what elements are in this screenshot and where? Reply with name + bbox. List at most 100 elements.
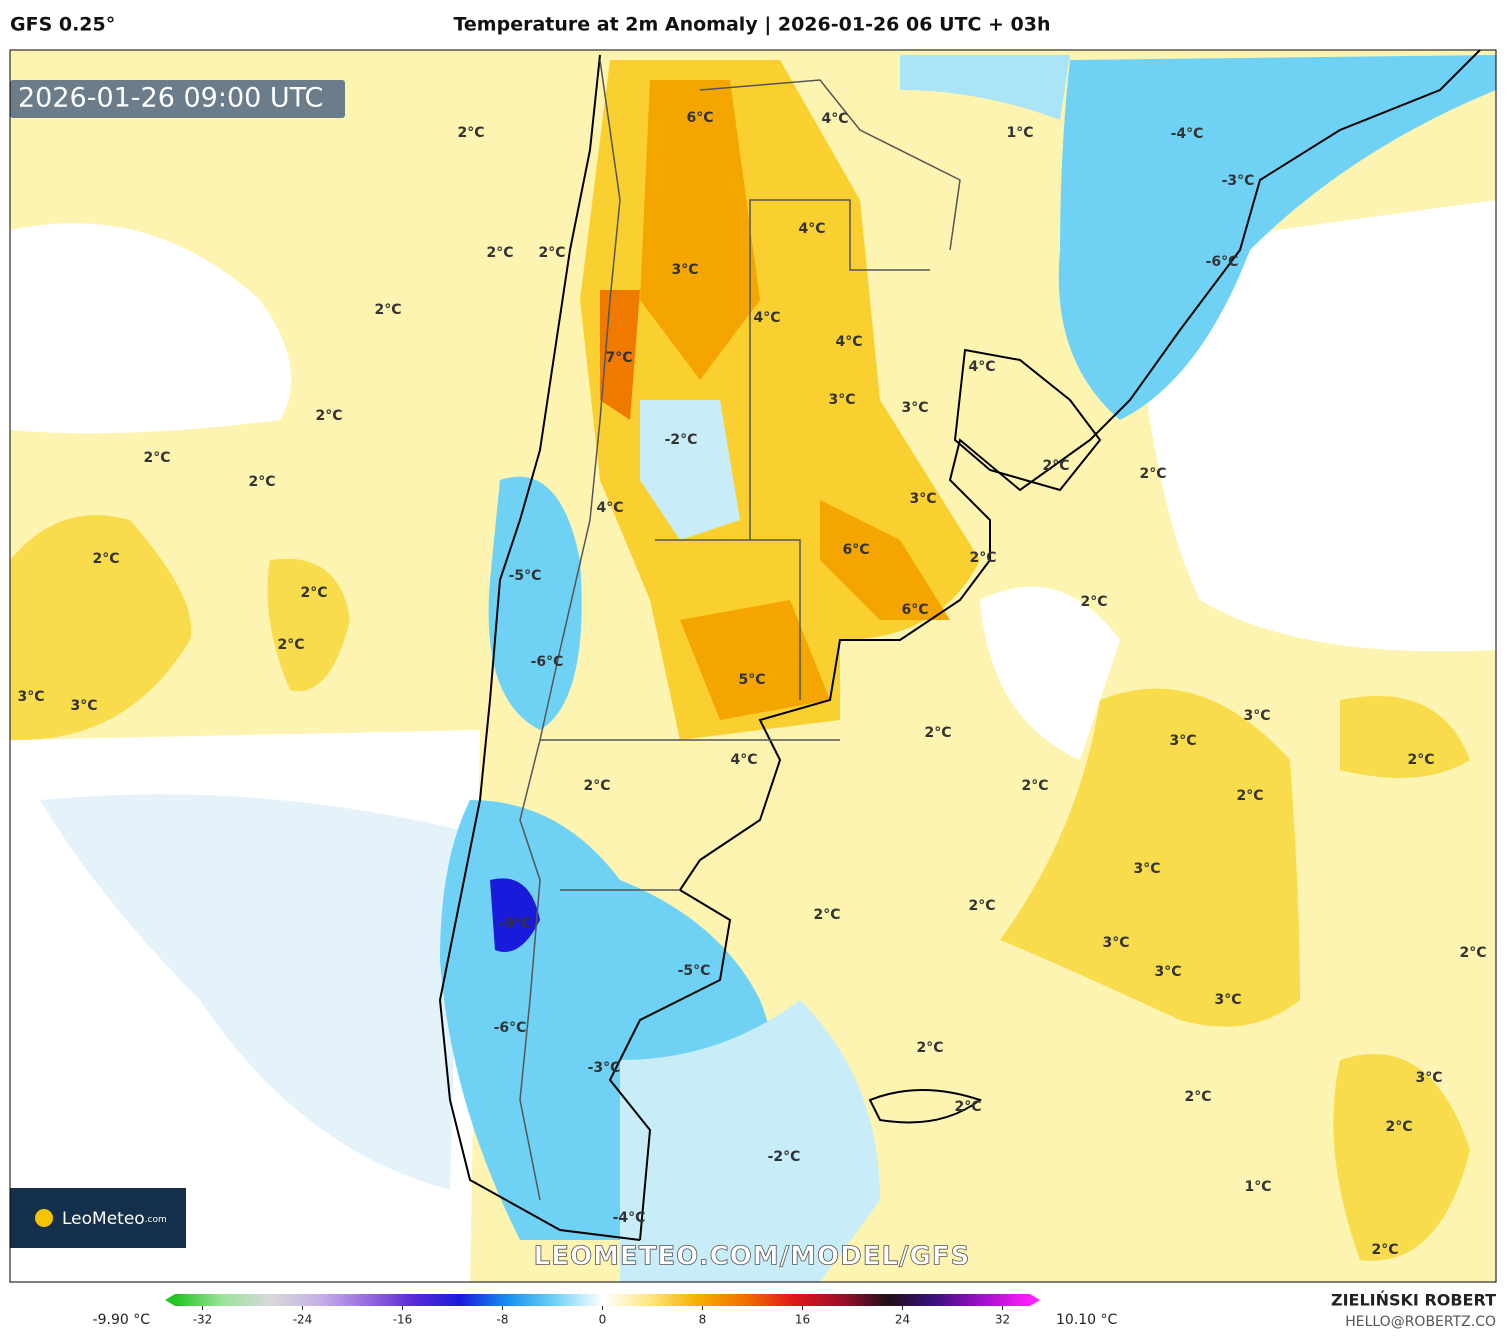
contour-label: -5°C (678, 963, 711, 979)
contour-label: -9°C (499, 916, 532, 932)
cold-area (488, 476, 582, 730)
contour-label: 3°C (1154, 964, 1181, 980)
colorbar-max: 10.10 °C (1056, 1312, 1118, 1328)
watermark: LEOMETEO.COM/MODEL/GFS (534, 1242, 971, 1272)
contour-label: 3°C (909, 491, 936, 507)
contour-label: 2°C (1184, 1089, 1211, 1105)
contour-labels: 6°C 4°C 1°C -4°C -3°C 2°C 2°C 2°C 3°C 4°C -6°C 2°C 4… (17, 110, 1486, 1258)
colorbar-tick-label: -8 (497, 1313, 509, 1327)
contour-label: 2°C (813, 907, 840, 923)
contour-label: -6°C (531, 654, 564, 670)
contour-label: 3°C (70, 698, 97, 714)
contour-label: 2°C (277, 637, 304, 653)
warm-area (267, 558, 350, 692)
neutral-area (10, 223, 292, 434)
colorbar-tick-label: 32 (995, 1313, 1010, 1327)
coastline (438, 50, 1481, 1241)
very-cold-area (490, 878, 540, 952)
contour-label: 2°C (954, 1099, 981, 1115)
contour-label: 2°C (538, 245, 565, 261)
contour-label: 2°C (1407, 752, 1434, 768)
borders (519, 59, 961, 1201)
neutral-area (980, 586, 1120, 760)
contour-label: -4°C (1171, 126, 1204, 142)
colorbar-tick-label: -32 (193, 1313, 213, 1327)
logo-name: LeoMeteo.com (62, 1209, 167, 1229)
contour-label: 7°C (605, 350, 632, 366)
contour-label: 2°C (374, 302, 401, 318)
contour-label: 3°C (1415, 1070, 1442, 1086)
cool-area (40, 794, 460, 1190)
colorbar-scale (175, 1294, 1030, 1306)
contour-label: 3°C (1133, 861, 1160, 877)
cold-area (620, 1000, 880, 1282)
contour-label: 2°C (1459, 945, 1486, 961)
colorbar-tick-label: 16 (795, 1313, 810, 1327)
contour-label: 6°C (842, 542, 869, 558)
contour-label: 4°C (730, 752, 757, 768)
contour-label: 2°C (92, 551, 119, 567)
timestamp-box (10, 80, 345, 118)
model-name: GFS 0.25° (10, 14, 115, 36)
warm-area (1333, 1054, 1470, 1261)
contour-label: 2°C (457, 125, 484, 141)
map-frame (9, 49, 1497, 1283)
contour-label: 2°C (1385, 1119, 1412, 1135)
contour-label: 1°C (1244, 1179, 1271, 1195)
contour-label: 2°C (916, 1040, 943, 1056)
contour-label: -2°C (768, 1149, 801, 1165)
contour-label: 2°C (1371, 1242, 1398, 1258)
hot-area (820, 500, 950, 620)
colorbar-tick-label: 24 (895, 1313, 910, 1327)
contact: HELLO@ROBERTZ.CO (1345, 1314, 1496, 1330)
warm-area (1000, 688, 1300, 1027)
contour-label: 6°C (901, 602, 928, 618)
contour-label: 2°C (300, 585, 327, 601)
contour-label: 4°C (968, 359, 995, 375)
contour-label: -5°C (509, 568, 542, 584)
colorbar-tick-label: -24 (293, 1313, 313, 1327)
contour-label: 2°C (1236, 788, 1263, 804)
neutral-area (1130, 200, 1496, 652)
contour-label: 2°C (1042, 458, 1069, 474)
contour-label: 3°C (1102, 935, 1129, 951)
colorbar-arrow-low (165, 1294, 175, 1306)
contour-label: 2°C (486, 245, 513, 261)
hot-area (680, 600, 830, 720)
contour-label: -2°C (665, 432, 698, 448)
contour-label: -4°C (613, 1210, 646, 1226)
contour-label: 4°C (821, 111, 848, 127)
contour-label: 4°C (798, 221, 825, 237)
author: ZIELIŃSKI ROBERT (1331, 1291, 1496, 1310)
contour-label: 2°C (1080, 594, 1107, 610)
contour-label: 2°C (924, 725, 951, 741)
contour-label: 3°C (1169, 733, 1196, 749)
contour-label: 4°C (753, 310, 780, 326)
logo-name-text: LeoMeteo (62, 1209, 145, 1229)
uruguay-border (953, 348, 1102, 492)
contour-label: 1°C (1006, 125, 1033, 141)
colorbar-tick-label: -16 (393, 1313, 413, 1327)
contour-label: 3°C (1214, 992, 1241, 1008)
logo-suffix: .com (145, 1215, 167, 1225)
warm-area (1340, 696, 1470, 778)
cold-area (900, 55, 1070, 120)
contour-label: -3°C (588, 1060, 621, 1076)
contour-label: 2°C (1021, 778, 1048, 794)
logo-sun (35, 1209, 53, 1227)
colorbar-min: -9.90 °C (93, 1312, 151, 1328)
contour-label: 3°C (1243, 708, 1270, 724)
warm-area (10, 515, 192, 740)
contour-label: 2°C (143, 450, 170, 466)
contour-label: 2°C (315, 408, 342, 424)
contour-label: 4°C (596, 500, 623, 516)
timestamp: 2026-01-26 09:00 UTC (18, 83, 323, 114)
contour-label: 2°C (583, 778, 610, 794)
hot-area (640, 80, 760, 380)
colorbar-arrow-high (1030, 1294, 1040, 1306)
contour-label: 2°C (1139, 466, 1166, 482)
colorbar: -9.90 °C 10.10 °C -32 -24 -16 -8 0 8 16 24 32 (93, 1294, 1118, 1328)
contour-label: -6°C (1206, 254, 1239, 270)
hot-area (600, 290, 640, 420)
